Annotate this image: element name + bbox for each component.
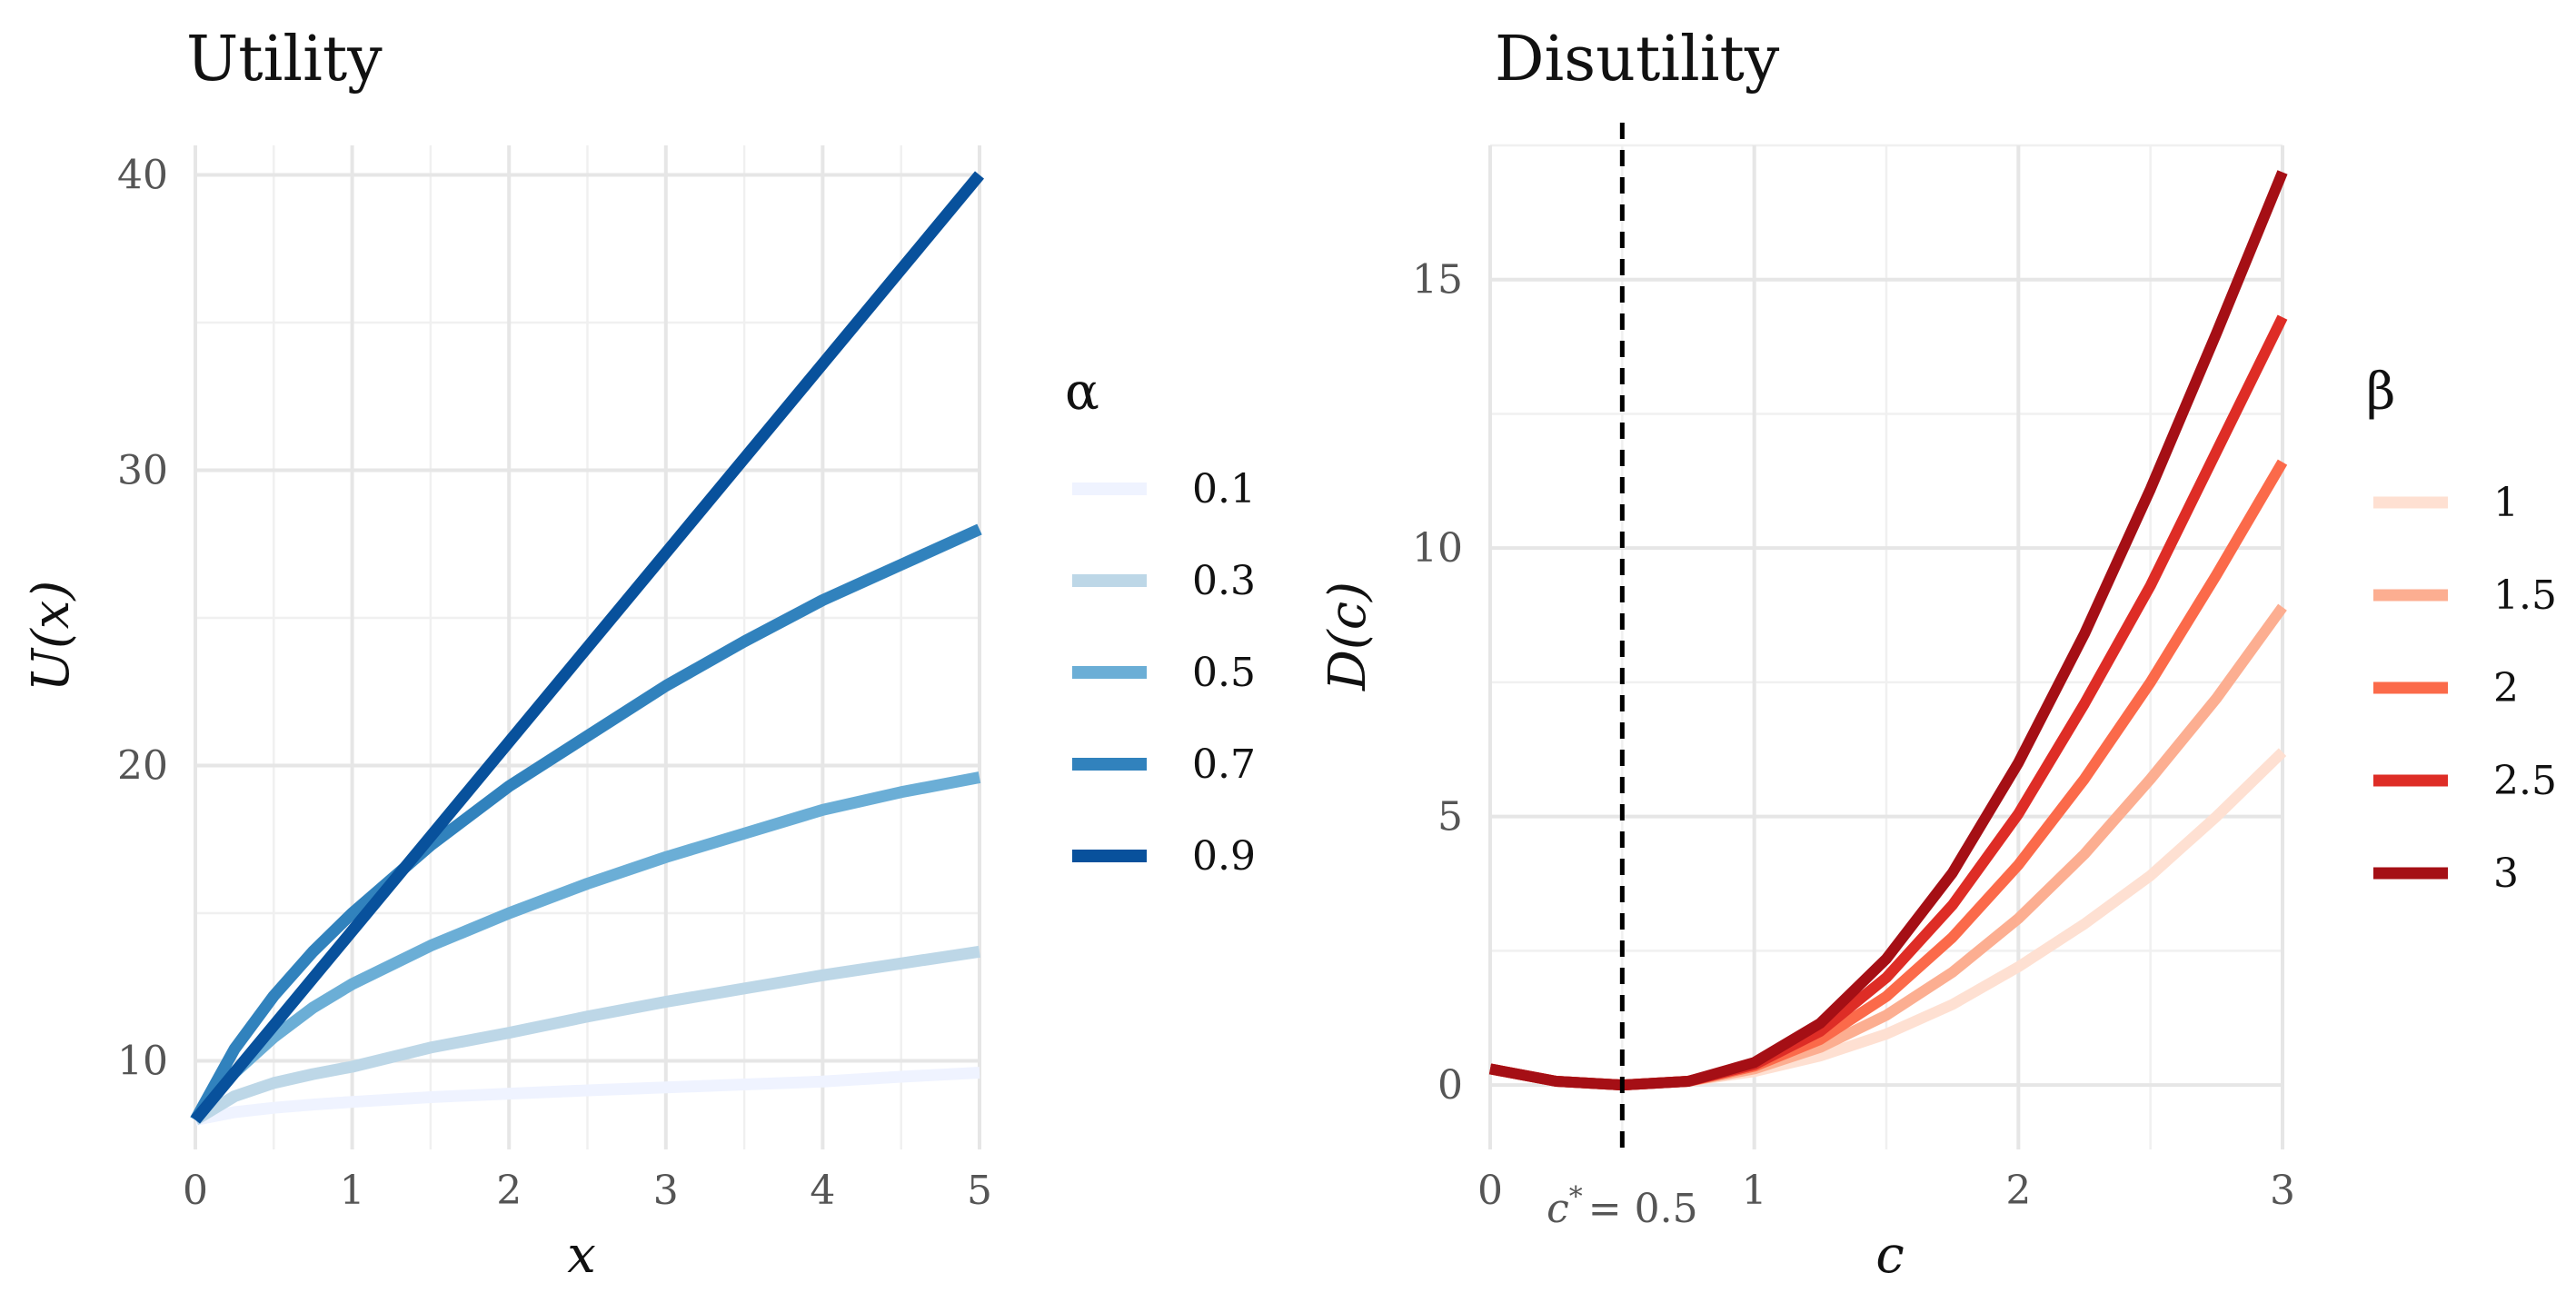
utility-y-tick-label: 10 [117, 1039, 168, 1085]
utility-legend-label: 0.1 [1192, 466, 1256, 512]
utility-tick-labels: 0 1 2 3 4 5 10 20 30 40 [117, 153, 992, 1215]
optimum-annotation: c* = 0.5 [1547, 1181, 1697, 1232]
utility-gridlines [194, 145, 981, 1149]
utility-series-line-0-7 [190, 523, 982, 1123]
utility-y-tick-label: 40 [117, 153, 168, 199]
utility-x-axis-label: x [567, 1226, 596, 1285]
disutility-x-axis-label: c [1875, 1226, 1904, 1285]
utility-series-line-0-5 [190, 771, 981, 1124]
utility-series-line-0-1 [194, 1067, 980, 1126]
utility-y-tick-label: 20 [117, 743, 168, 790]
disutility-legend-label: 3 [2493, 850, 2519, 897]
utility-legend: α 0.1 0.3 0.5 0.7 0.9 [1065, 363, 1256, 880]
utility-panel: 0 1 2 3 4 5 10 20 30 40 Utility x U(x) α 0.1 0.3 0.… [22, 24, 1256, 1285]
disutility-legend-label: 1.5 [2493, 572, 2557, 619]
utility-title: Utility [186, 24, 383, 95]
utility-legend-title: α [1065, 363, 1099, 422]
disutility-x-tick-label: 0 [1477, 1168, 1503, 1214]
disutility-x-tick-label: 3 [2270, 1168, 2295, 1214]
utility-legend-label: 0.9 [1192, 833, 1256, 880]
utility-series-line-0-9 [190, 171, 985, 1124]
utility-x-tick-label: 1 [340, 1168, 365, 1214]
utility-x-tick-label: 0 [183, 1168, 208, 1214]
utility-legend-label: 0.5 [1192, 650, 1256, 696]
disutility-tick-labels: 0 1 2 3 0 5 10 15 [1412, 257, 2295, 1214]
utility-x-tick-label: 4 [810, 1168, 835, 1214]
disutility-legend-label: 1 [2493, 480, 2519, 526]
disutility-y-tick-label: 10 [1412, 525, 1463, 572]
optimum-annotation-symbol: c [1547, 1186, 1569, 1232]
disutility-legend: β 1 1.5 2 2.5 3 [2366, 363, 2557, 897]
disutility-y-tick-label: 0 [1437, 1062, 1463, 1109]
disutility-x-tick-label: 2 [2005, 1168, 2031, 1214]
utility-series-line-0-3 [192, 945, 980, 1126]
utility-x-tick-label: 5 [967, 1168, 992, 1214]
disutility-legend-title: β [2366, 363, 2395, 422]
utility-y-tick-label: 30 [117, 448, 168, 494]
disutility-legend-label: 2.5 [2493, 758, 2557, 804]
disutility-legend-label: 2 [2493, 665, 2519, 711]
disutility-y-tick-label: 5 [1437, 794, 1463, 840]
disutility-y-axis-label: D(c) [1318, 582, 1378, 691]
utility-legend-label: 0.7 [1192, 741, 1256, 788]
optimum-annotation-superscript: * [1569, 1181, 1583, 1213]
utility-lines [190, 171, 985, 1126]
utility-x-tick-label: 2 [496, 1168, 522, 1214]
utility-legend-label: 0.3 [1192, 558, 1256, 604]
optimum-annotation-value: = 0.5 [1588, 1186, 1698, 1232]
utility-x-tick-label: 3 [653, 1168, 679, 1214]
disutility-x-tick-label: 1 [1742, 1168, 1767, 1214]
disutility-title: Disutility [1495, 24, 1780, 95]
utility-y-axis-label: U(x) [22, 581, 81, 691]
disutility-y-tick-label: 15 [1412, 257, 1463, 303]
